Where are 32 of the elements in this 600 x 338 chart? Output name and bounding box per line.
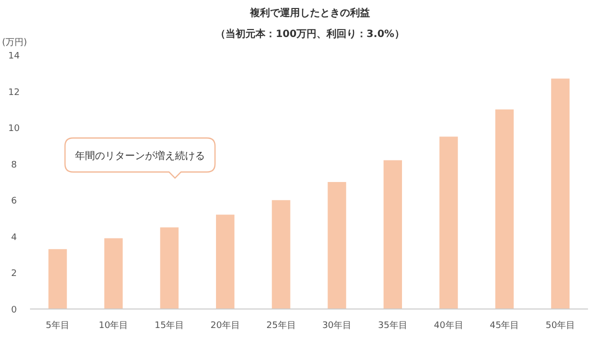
x-tick-label: 45年目 [490, 320, 520, 331]
bar [551, 78, 570, 309]
y-tick-label: 10 [8, 124, 20, 134]
y-tick-label: 2 [11, 269, 17, 280]
x-tick-label: 10年目 [98, 320, 128, 331]
x-tick-label: 25年目 [266, 320, 296, 331]
bar [272, 200, 290, 309]
chart-subtitle: （当初元本：100万円、利回り：3.0%） [216, 28, 404, 40]
bar [104, 238, 123, 309]
y-axis-title: (万円) [2, 38, 28, 48]
x-tick-label: 20年目 [210, 320, 240, 331]
x-tick-label: 15年目 [154, 320, 184, 331]
x-tick-label: 30年目 [322, 320, 352, 331]
bar [495, 109, 514, 309]
y-tick-label: 12 [8, 88, 20, 98]
chart-title: 複利で運用したときの利益 [249, 7, 370, 19]
x-tick-label: 5年目 [46, 320, 70, 331]
y-tick-label: 0 [11, 306, 18, 316]
bar [216, 214, 234, 309]
bar [48, 249, 67, 309]
y-tick-label: 4 [11, 232, 18, 243]
y-tick-label: 6 [11, 196, 18, 207]
bar [384, 160, 402, 309]
bar [439, 136, 458, 309]
y-tick-label: 14 [8, 52, 20, 62]
bar [160, 227, 179, 309]
y-tick-label: 8 [11, 160, 18, 170]
annotation: 年間のリターンが増え続ける [75, 150, 205, 162]
bar [328, 182, 346, 309]
x-tick-label: 35年目 [378, 320, 408, 331]
x-tick-label: 40年目 [434, 320, 464, 331]
x-tick-label: 50年目 [546, 320, 576, 331]
